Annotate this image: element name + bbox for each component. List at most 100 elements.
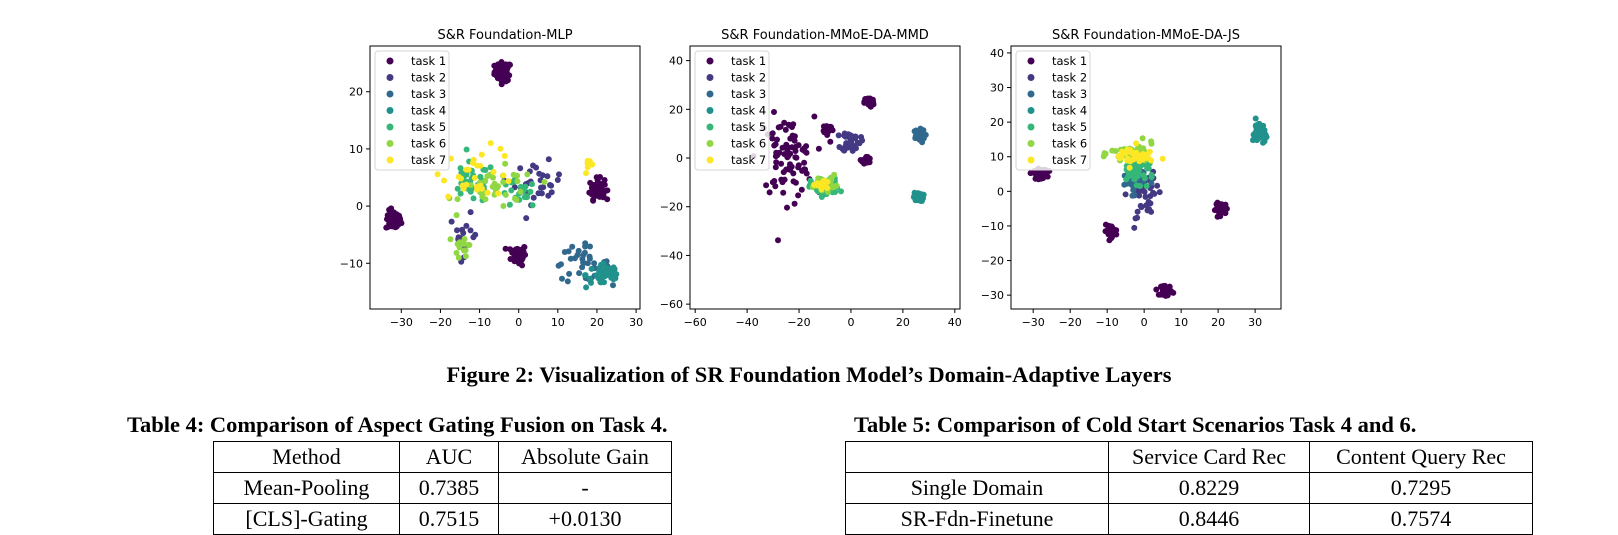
y-tick-label: 40 — [990, 47, 1004, 60]
scatter-point — [1122, 150, 1129, 157]
plot-frame — [1010, 45, 1282, 310]
table-row: Mean-Pooling 0.7385 - — [213, 472, 672, 504]
x-tick-label: −30 — [1022, 316, 1045, 329]
scatter-point — [1148, 157, 1155, 164]
legend-label: task 6 — [411, 137, 446, 151]
scatter-point — [780, 189, 787, 196]
scatter-point — [601, 279, 607, 286]
legend-label: task 2 — [1052, 71, 1087, 85]
scatter-point — [787, 150, 794, 157]
scatter-point — [1136, 192, 1143, 199]
y-tick-label: 40 — [669, 55, 683, 68]
scatter-point — [784, 144, 791, 151]
x-tick-label: 20 — [590, 316, 604, 329]
legend-marker — [1027, 123, 1035, 131]
scatter-point — [590, 188, 597, 195]
scatter-point — [510, 171, 517, 178]
scatter-point — [610, 282, 616, 289]
scatter-point — [1166, 283, 1173, 290]
legend-marker — [706, 57, 714, 65]
scatter-point — [1153, 286, 1160, 293]
scatter-point — [829, 189, 836, 196]
x-tick-label: 0 — [1141, 316, 1148, 329]
scatter-point — [501, 152, 508, 159]
scatter-point — [500, 172, 507, 179]
scatter-point — [1145, 165, 1152, 172]
scatter-point — [500, 179, 507, 186]
y-tick-label: 30 — [990, 82, 1004, 95]
x-tick-label: 10 — [551, 316, 565, 329]
table-cell: 0.7515 — [399, 503, 499, 535]
scatter-point — [529, 202, 536, 209]
scatter-point — [521, 244, 528, 250]
x-tick-label: 0 — [515, 316, 522, 329]
y-tick-label: 10 — [349, 143, 363, 156]
scatter-points — [750, 95, 929, 244]
scatter-point — [811, 113, 818, 120]
scatter-point — [1133, 140, 1140, 147]
scatter-point — [544, 173, 551, 180]
scatter-point — [1137, 202, 1144, 209]
scatter-point — [1129, 192, 1136, 199]
scatter-point — [472, 231, 479, 238]
legend-label: task 7 — [1052, 153, 1087, 167]
x-tick-label: −40 — [736, 316, 759, 329]
legend-marker — [706, 90, 714, 98]
scatter-point — [517, 188, 524, 195]
scatter-point — [788, 144, 795, 151]
scatter-point — [581, 249, 588, 256]
scatter-point — [506, 61, 513, 68]
scatter-point — [513, 196, 520, 203]
table-cell: SR-Fdn-Finetune — [845, 503, 1109, 535]
scatter-point — [602, 273, 609, 280]
figure-caption: Figure 2: Visualization of SR Foundation… — [446, 362, 1172, 387]
chart-title: S&R Foundation-MMoE-DA-MMD — [721, 28, 929, 43]
scatter-point — [1131, 176, 1138, 183]
scatter-point — [453, 212, 460, 219]
scatter-point — [529, 181, 535, 188]
scatter-point — [583, 170, 589, 177]
scatter-point — [772, 164, 779, 171]
scatter-point — [477, 173, 484, 180]
scatter-point — [854, 139, 861, 146]
scatter-point — [461, 241, 467, 247]
legend-box — [374, 50, 450, 171]
scatter-point — [467, 209, 474, 216]
scatter-point — [479, 193, 486, 200]
scatter-point — [795, 192, 802, 199]
legend-label: task 1 — [1052, 54, 1087, 68]
table-cell: 0.8229 — [1108, 472, 1310, 504]
table-cell: Single Domain — [845, 472, 1109, 504]
scatter-point — [517, 165, 524, 172]
legend-label: task 4 — [1052, 104, 1087, 118]
table-cell: 0.7295 — [1309, 472, 1533, 504]
scatter-point — [1131, 224, 1138, 231]
scatter-point — [484, 173, 491, 180]
scatter-point — [561, 249, 568, 255]
scatter-point — [463, 166, 470, 173]
scatter-point — [587, 243, 593, 250]
scatter-point — [771, 109, 777, 115]
scatter-point — [547, 182, 553, 188]
legend: task 1 task 2 task 3 task 4 task 5 task 6 task… — [694, 50, 770, 171]
scatter-point — [785, 121, 792, 128]
scatter-point — [858, 134, 865, 140]
scatter-point — [1142, 193, 1149, 200]
legend-marker — [1027, 140, 1035, 147]
scatter-point — [582, 243, 589, 250]
scatter-point — [779, 144, 786, 151]
scatter-point — [784, 204, 790, 211]
scatter-point — [461, 236, 468, 242]
scatter-point — [790, 178, 797, 185]
scatter-point — [474, 162, 481, 169]
scatter-point — [769, 130, 776, 137]
scatter-point — [495, 183, 501, 190]
scatter-point — [1159, 155, 1166, 162]
scatter-point — [496, 69, 503, 75]
scatter-points — [1027, 115, 1270, 299]
scatter-point — [545, 156, 552, 163]
x-tick-label: 30 — [1248, 316, 1262, 329]
table-5-block: Table 5: Comparison of Cold Start Scenar… — [845, 412, 1554, 535]
legend-marker — [706, 107, 714, 114]
scatter-point — [862, 158, 869, 165]
